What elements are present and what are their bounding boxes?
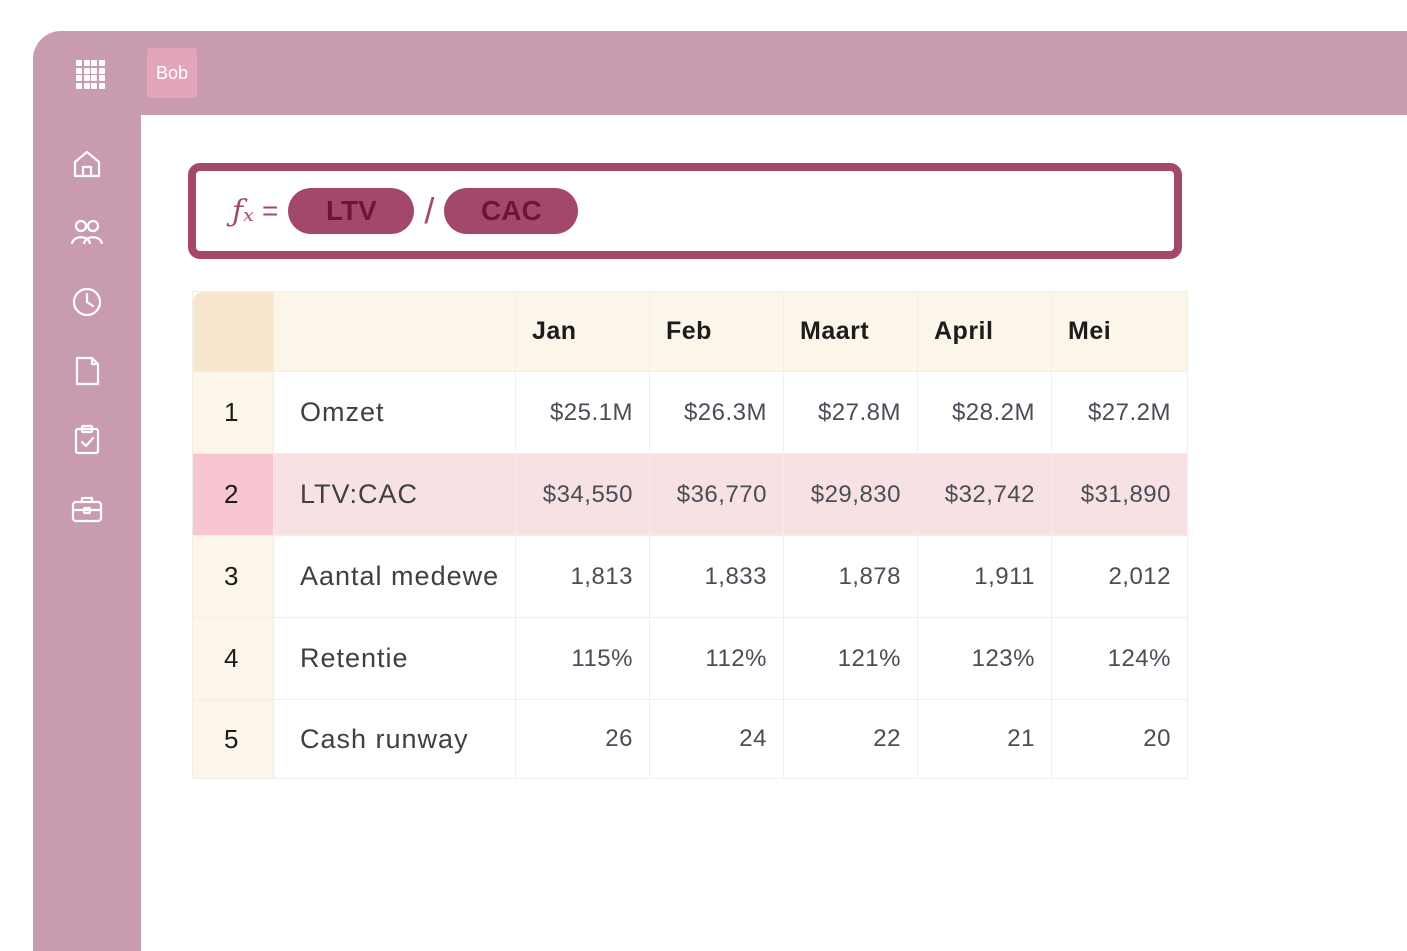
table-cell[interactable]: $26.3M — [649, 371, 784, 454]
column-header[interactable]: Jan — [515, 291, 650, 372]
table-cell[interactable]: $31,890 — [1051, 453, 1188, 536]
table-cell[interactable]: $25.1M — [515, 371, 650, 454]
column-header[interactable]: Maart — [783, 291, 918, 372]
people-icon[interactable] — [70, 216, 104, 250]
table-cell[interactable]: $28.2M — [917, 371, 1052, 454]
row-label[interactable]: Aantal medewe — [273, 535, 516, 618]
row-number[interactable]: 5 — [192, 699, 274, 779]
table-row: 3 Aantal medewe 1,813 1,833 1,878 1,911 … — [192, 535, 1188, 618]
app-window: Bob ƒₓ = LTV / CAC — [33, 31, 1407, 951]
column-header[interactable]: Mei — [1051, 291, 1188, 372]
table-cell[interactable]: 112% — [649, 617, 784, 700]
clock-icon[interactable] — [70, 285, 104, 319]
apps-grid-icon[interactable] — [76, 60, 105, 89]
top-bar: Bob — [33, 31, 1407, 115]
user-avatar[interactable]: Bob — [147, 48, 197, 98]
corner-cell[interactable] — [192, 291, 274, 372]
row-number[interactable]: 2 — [192, 453, 274, 536]
table-row: 1 Omzet $25.1M $26.3M $27.8M $28.2M $27.… — [192, 371, 1188, 454]
row-number[interactable]: 4 — [192, 617, 274, 700]
table-cell[interactable]: 1,833 — [649, 535, 784, 618]
function-icon: ƒₓ — [232, 193, 254, 229]
table-cell[interactable]: $27.8M — [783, 371, 918, 454]
table-cell[interactable]: 1,878 — [783, 535, 918, 618]
table-cell[interactable]: 121% — [783, 617, 918, 700]
table-cell[interactable]: $32,742 — [917, 453, 1052, 536]
table-cell[interactable]: 26 — [515, 699, 650, 779]
table-cell[interactable]: $29,830 — [783, 453, 918, 536]
row-label[interactable]: Retentie — [273, 617, 516, 700]
sidebar — [33, 115, 141, 951]
table-cell[interactable]: $34,550 — [515, 453, 650, 536]
table-cell[interactable]: 21 — [917, 699, 1052, 779]
table-cell[interactable]: 123% — [917, 617, 1052, 700]
formula-token-cac[interactable]: CAC — [444, 188, 579, 234]
column-header[interactable]: Feb — [649, 291, 784, 372]
row-number[interactable]: 3 — [192, 535, 274, 618]
row-label[interactable]: Omzet — [273, 371, 516, 454]
table-cell[interactable]: 2,012 — [1051, 535, 1188, 618]
table-cell[interactable]: 24 — [649, 699, 784, 779]
column-header[interactable]: April — [917, 291, 1052, 372]
table-cell[interactable]: 1,813 — [515, 535, 650, 618]
table-row: 4 Retentie 115% 112% 121% 123% 124% — [192, 617, 1188, 700]
table-cell[interactable]: 124% — [1051, 617, 1188, 700]
table-cell[interactable]: 22 — [783, 699, 918, 779]
table-cell[interactable]: $36,770 — [649, 453, 784, 536]
briefcase-icon[interactable] — [70, 492, 104, 526]
row-label[interactable]: LTV:CAC — [273, 453, 516, 536]
home-icon[interactable] — [70, 147, 104, 181]
table-row: 5 Cash runway 26 24 22 21 20 — [192, 699, 1188, 779]
formula-equals: = — [262, 195, 279, 226]
formula-bar[interactable]: ƒₓ = LTV / CAC — [188, 163, 1182, 259]
row-label[interactable]: Cash runway — [273, 699, 516, 779]
document-icon[interactable] — [70, 354, 104, 388]
header-row: Jan Feb Maart April Mei — [192, 291, 1188, 372]
row-number[interactable]: 1 — [192, 371, 274, 454]
formula-operator: / — [424, 190, 435, 231]
table-cell[interactable]: 20 — [1051, 699, 1188, 779]
main-content: ƒₓ = LTV / CAC Jan Feb — [141, 115, 1407, 951]
table-cell[interactable]: $27.2M — [1051, 371, 1188, 454]
formula-token-ltv[interactable]: LTV — [288, 188, 415, 234]
table-cell[interactable]: 115% — [515, 617, 650, 700]
label-column-header[interactable] — [273, 291, 516, 372]
table-row-highlighted: 2 LTV:CAC $34,550 $36,770 $29,830 $32,74… — [192, 453, 1188, 536]
spreadsheet-table: Jan Feb Maart April Mei 1 Omzet $25.1M $… — [192, 291, 1188, 779]
clipboard-check-icon[interactable] — [70, 423, 104, 457]
table-cell[interactable]: 1,911 — [917, 535, 1052, 618]
